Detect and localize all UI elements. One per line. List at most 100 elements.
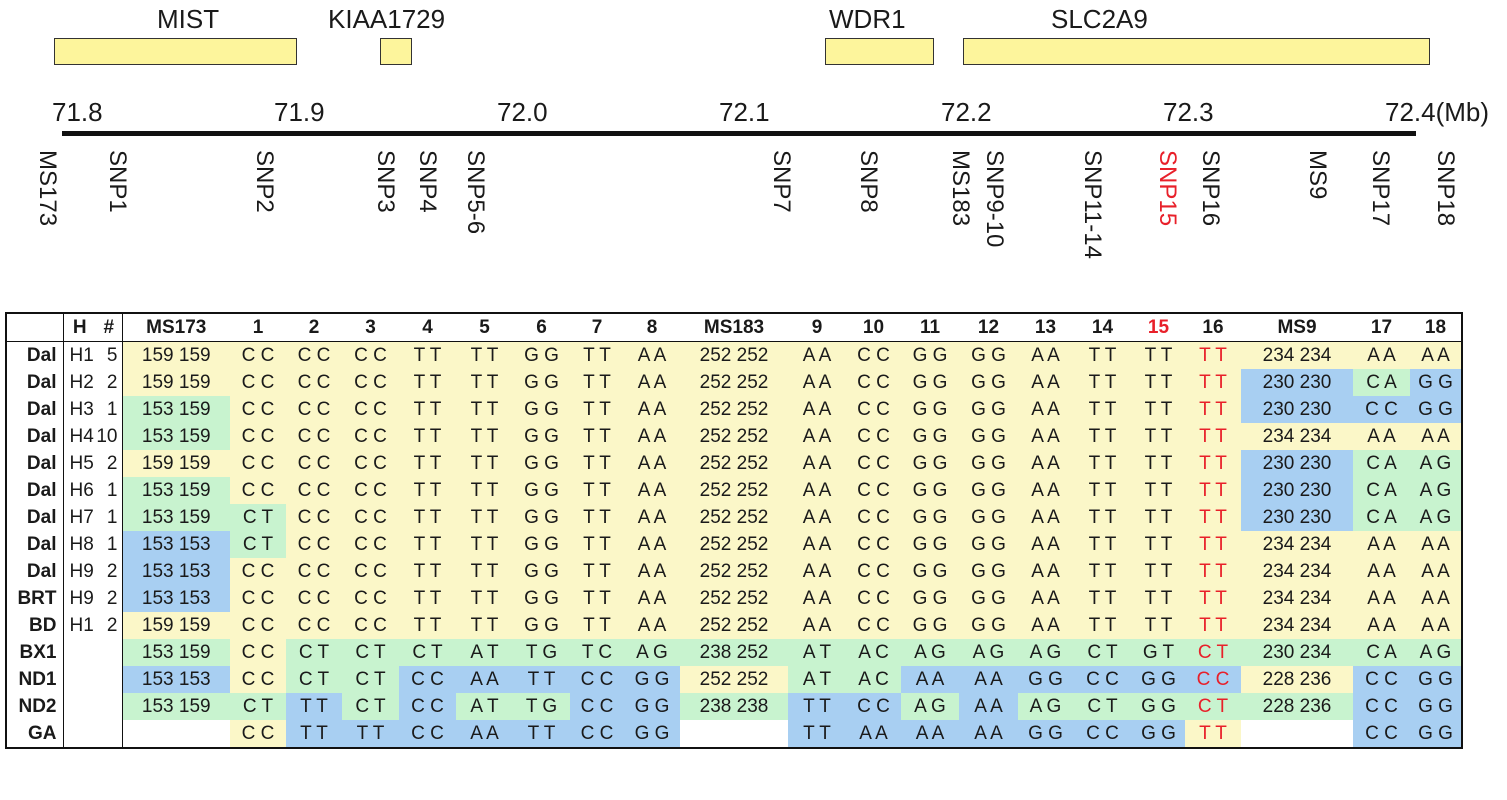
count-cell: 5 (96, 341, 123, 369)
genotype-cell: A A (788, 531, 846, 558)
genotype-cell: C C (230, 639, 286, 666)
genotype-cell: C C (342, 558, 399, 585)
genotype-cell: A A (959, 666, 1018, 693)
genotype-cell: C C (286, 585, 342, 612)
genotype-cell: G G (513, 558, 570, 585)
genotype-cell: 230 230 (1241, 396, 1353, 423)
genotype-cell: T T (399, 423, 456, 450)
genotype-cell: A A (1410, 612, 1462, 639)
genotype-cell: T T (286, 693, 342, 720)
population-label: Dal (6, 341, 64, 369)
genotype-cell: T T (399, 477, 456, 504)
population-label: BRT (6, 585, 64, 612)
population-label: GA (6, 720, 64, 748)
haplotype-label: H1 (69, 345, 94, 366)
genotype-cell: T T (1185, 720, 1241, 748)
genotype-cell: T T (570, 450, 624, 477)
genotype-cell: C C (286, 450, 342, 477)
genotype-cell: 153 153 (122, 558, 230, 585)
axis-tick-label: 71.8 (52, 97, 103, 127)
genotype-cell: 252 252 (680, 450, 788, 477)
count-cell (96, 639, 123, 666)
genotype-cell: G T (1132, 639, 1185, 666)
genotype-cell: T T (1185, 558, 1241, 585)
genotype-cell: G G (901, 585, 959, 612)
genotype-cell: C C (846, 423, 901, 450)
genotype-cell (122, 720, 230, 748)
haplotype-label: H3 (69, 399, 94, 420)
genotype-cell: A A (1353, 341, 1410, 369)
axis-tick-label: 72.2 (941, 97, 992, 127)
column-header: 6 (513, 313, 570, 342)
genotype-cell: A G (1018, 639, 1073, 666)
genotype-cell: A A (1018, 450, 1073, 477)
column-header: 3 (342, 313, 399, 342)
genotype-cell: A A (788, 504, 846, 531)
genotype-cell: T T (1185, 585, 1241, 612)
genotype-cell: 230 230 (1241, 369, 1353, 396)
genotype-cell: 234 234 (1241, 585, 1353, 612)
genotype-cell: C C (230, 585, 286, 612)
genotype-cell: A A (788, 450, 846, 477)
column-header: 10 (846, 313, 901, 342)
genotype-cell: A A (624, 450, 680, 477)
genotype-cell: 228 236 (1241, 666, 1353, 693)
genotype-cell: T T (1132, 531, 1185, 558)
genotype-cell: T T (513, 720, 570, 748)
genotype-cell: A A (1410, 341, 1462, 369)
table-header: H # MS173 1 2 3 4 5 6 7 8 MS183 9 10 11 12 13 14 15 16 MS9 17… (6, 313, 1462, 342)
genotype-cell: G G (513, 585, 570, 612)
genotype-cell: G G (901, 558, 959, 585)
genotype-cell: T T (456, 450, 513, 477)
genotype-cell: G G (959, 396, 1018, 423)
genotype-cell: T T (456, 585, 513, 612)
chromosome-axis (62, 131, 1416, 136)
genotype-cell: C C (342, 396, 399, 423)
genotype-cell: C T (342, 666, 399, 693)
count-cell: 2 (96, 585, 123, 612)
genotype-cell: C C (230, 341, 286, 369)
genotype-cell: T T (1185, 531, 1241, 558)
genotype-cell: G G (901, 531, 959, 558)
genotype-cell: G G (959, 585, 1018, 612)
population-label: Dal (6, 477, 64, 504)
genotype-cell: C C (286, 504, 342, 531)
genotype-cell: T T (456, 477, 513, 504)
genotype-cell: 252 252 (680, 423, 788, 450)
haplotype-label (63, 639, 96, 666)
genotype-cell: A G (624, 639, 680, 666)
population-label: Dal (6, 531, 64, 558)
genotype-cell: 159 159 (122, 450, 230, 477)
genotype-cell: A T (456, 639, 513, 666)
genotype-cell: T T (456, 504, 513, 531)
genotype-cell: C C (399, 693, 456, 720)
genotype-cell: A A (901, 666, 959, 693)
genotype-cell: A A (1018, 396, 1073, 423)
genotype-cell: T T (286, 720, 342, 748)
genotype-cell: G G (959, 423, 1018, 450)
genotype-cell: T T (1185, 341, 1241, 369)
genotype-cell: 252 252 (680, 341, 788, 369)
genotype-cell: A A (1410, 585, 1462, 612)
genotype-cell: T T (1132, 477, 1185, 504)
genotype-cell: A A (788, 585, 846, 612)
genotype-cell: 234 234 (1241, 558, 1353, 585)
genotype-cell: T G (513, 639, 570, 666)
genotype-cell: A A (624, 585, 680, 612)
genotype-cell: G G (513, 477, 570, 504)
genotype-cell: C C (846, 341, 901, 369)
genotype-cell: T T (456, 341, 513, 369)
haplotype-label (63, 720, 96, 748)
genotype-cell: T T (342, 720, 399, 748)
genotype-cell: A A (1353, 585, 1410, 612)
genotype-cell: A A (456, 720, 513, 748)
genotype-cell: T T (1185, 612, 1241, 639)
genotype-cell: A A (788, 423, 846, 450)
column-header (6, 313, 64, 342)
genotype-cell: C C (286, 396, 342, 423)
genotype-cell: T T (1073, 396, 1132, 423)
genotype-cell: 252 252 (680, 531, 788, 558)
